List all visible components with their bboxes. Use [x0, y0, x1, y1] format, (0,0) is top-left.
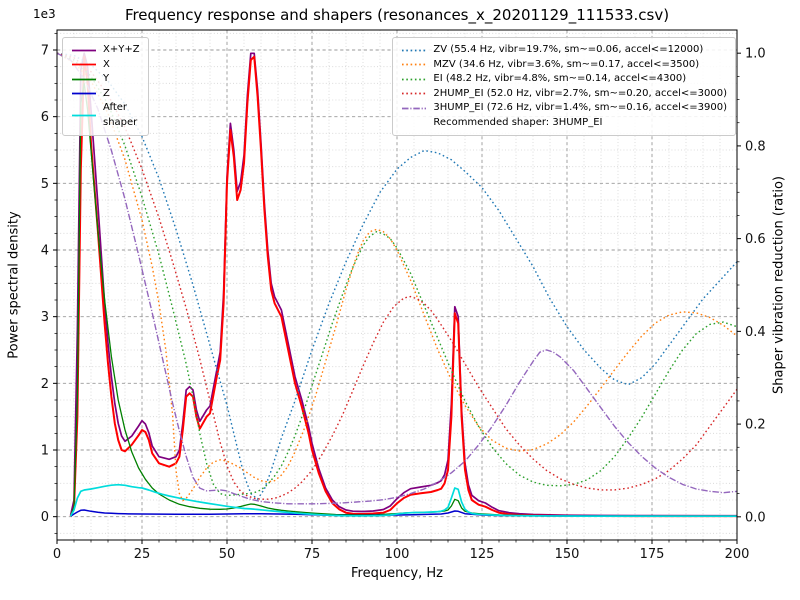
legend-item: EI (48.2 Hz, vibr=4.8%, sm~=0.14, accel<…	[401, 72, 727, 87]
legend-label: ZV (55.4 Hz, vibr=19.7%, sm~=0.06, accel…	[433, 44, 704, 55]
y-axis-label-right: Shaper vibration reduction (ratio)	[771, 176, 787, 394]
legend-label: Z	[103, 87, 110, 99]
svg-text:0.8: 0.8	[745, 139, 766, 154]
legend-label: 2HUMP_EI (52.0 Hz, vibr=2.7%, sm~=0.20, …	[433, 87, 727, 99]
svg-text:25: 25	[134, 547, 151, 562]
legend-shapers: ZV (55.4 Hz, vibr=19.7%, sm~=0.06, accel…	[392, 37, 736, 136]
legend-label: After shaper	[103, 102, 138, 128]
legend-line-sample	[72, 114, 96, 117]
legend-label: X	[103, 58, 110, 70]
legend-item: After shaper	[71, 101, 140, 130]
legend-line-sample	[72, 92, 96, 95]
svg-text:3: 3	[41, 310, 49, 325]
svg-text:7: 7	[41, 44, 49, 59]
legend-item: 2HUMP_EI (52.0 Hz, vibr=2.7%, sm~=0.20, …	[401, 87, 727, 102]
svg-text:6: 6	[41, 110, 49, 125]
svg-text:0: 0	[53, 547, 61, 562]
legend-psd: X+Y+Z X Y Z After shaper	[62, 37, 149, 136]
legend-item: X	[71, 58, 140, 73]
series-3HUMP_EI	[56, 52, 738, 505]
legend-line-sample	[402, 49, 427, 52]
svg-text:4: 4	[41, 244, 49, 259]
svg-text:0: 0	[41, 510, 49, 525]
legend-line-sample	[72, 78, 96, 81]
series-MZV	[56, 52, 738, 502]
legend-line-sample	[402, 92, 427, 95]
chart-title: Frequency response and shapers (resonanc…	[124, 6, 670, 24]
legend-line-sample	[402, 78, 427, 81]
legend-item: Z	[71, 87, 140, 102]
legend-line-sample	[72, 63, 96, 66]
y-axis-label-left: Power spectral density	[6, 211, 22, 359]
legend-item: Y	[71, 72, 140, 87]
legend-item: 3HUMP_EI (72.6 Hz, vibr=1.4%, sm~=0.16, …	[401, 101, 727, 116]
legend-label: X+Y+Z	[103, 44, 140, 55]
svg-text:5: 5	[41, 177, 49, 192]
series-Z	[70, 509, 737, 517]
svg-text:175: 175	[640, 547, 665, 562]
legend-line-sample	[72, 49, 96, 52]
legend-label: 3HUMP_EI (72.6 Hz, vibr=1.4%, sm~=0.16, …	[433, 102, 727, 113]
svg-text:2: 2	[41, 377, 49, 392]
svg-text:1: 1	[41, 444, 49, 459]
legend-line-sample	[402, 63, 427, 66]
svg-text:50: 50	[219, 547, 236, 562]
svg-text:100: 100	[385, 547, 410, 562]
x-axis-label: Frequency, Hz	[350, 566, 444, 581]
recommended-shaper-note: Recommended shaper: 3HUMP_EI	[433, 116, 603, 128]
svg-text:0.6: 0.6	[745, 232, 766, 247]
legend-item: ZV (55.4 Hz, vibr=19.7%, sm~=0.06, accel…	[401, 43, 727, 58]
svg-text:0.4: 0.4	[745, 325, 766, 340]
series-ZV	[56, 52, 738, 500]
legend-item: X+Y+Z	[71, 43, 140, 58]
y-axis-offset-text: 1e3	[33, 7, 56, 21]
svg-text:150: 150	[555, 547, 580, 562]
legend-label: Y	[103, 73, 110, 84]
svg-text:75: 75	[304, 547, 321, 562]
svg-text:1.0: 1.0	[745, 47, 766, 62]
legend-label: EI (48.2 Hz, vibr=4.8%, sm~=0.14, accel<…	[433, 73, 687, 84]
legend-label: MZV (34.6 Hz, vibr=3.6%, sm~=0.17, accel…	[433, 58, 700, 70]
svg-text:125: 125	[470, 547, 495, 562]
svg-text:200: 200	[725, 547, 750, 562]
svg-text:0.0: 0.0	[745, 510, 766, 525]
legend-shaper-rows: ZV (55.4 Hz, vibr=19.7%, sm~=0.06, accel…	[401, 43, 727, 116]
legend-item: Recommended shaper: 3HUMP_EI	[401, 116, 727, 131]
series-2HUMP_EI	[56, 52, 738, 500]
series-After shaper	[69, 483, 737, 517]
svg-text:0.2: 0.2	[745, 418, 766, 433]
legend-item: MZV (34.6 Hz, vibr=3.6%, sm~=0.17, accel…	[401, 58, 727, 73]
legend-line-sample	[402, 107, 427, 110]
